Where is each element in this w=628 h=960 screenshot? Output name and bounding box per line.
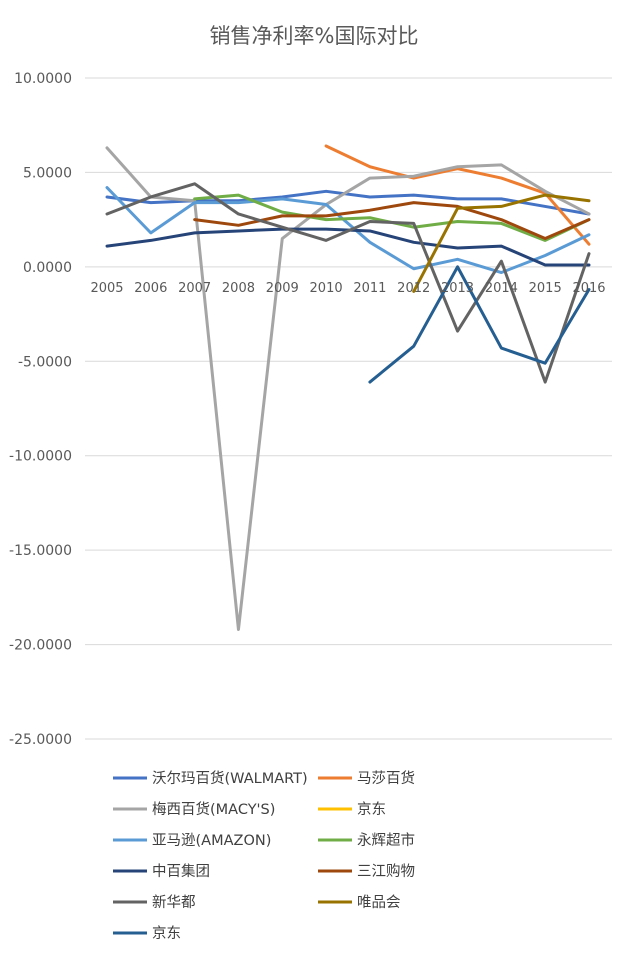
- x-tick-label: 2007: [178, 281, 211, 296]
- legend-item: 永辉超市: [318, 832, 415, 849]
- legend-label: 新华都: [152, 894, 196, 911]
- x-tick-label: 2011: [353, 281, 386, 296]
- x-tick-label: 2016: [572, 281, 605, 296]
- x-tick-label: 2010: [310, 281, 343, 296]
- x-tick-label: 2015: [529, 281, 562, 296]
- legend-item: 三江购物: [318, 863, 415, 880]
- series-line-4: [105, 186, 591, 275]
- series-line-1: [324, 144, 591, 246]
- y-tick-label: -15.0000: [9, 543, 72, 559]
- series-line-7: [193, 201, 591, 241]
- x-tick-label: 2009: [266, 281, 299, 296]
- x-tick-label: 2014: [485, 281, 518, 296]
- y-tick-label: 0.0000: [23, 260, 72, 276]
- series-line-8: [105, 182, 591, 384]
- x-tick-label: 2008: [222, 281, 255, 296]
- legend-item: 京东: [113, 925, 181, 942]
- legend-label: 马莎百货: [357, 770, 415, 787]
- legend-label: 沃尔玛百货(WALMART): [152, 770, 308, 787]
- x-tick-label: 2013: [441, 281, 474, 296]
- series-line-10: [368, 265, 591, 384]
- legend-label: 中百集团: [152, 863, 210, 880]
- y-tick-label: -10.0000: [9, 449, 72, 465]
- legend-item: 沃尔玛百货(WALMART): [113, 770, 308, 787]
- x-tick-label: 2005: [90, 281, 123, 296]
- y-tick-label: -20.0000: [9, 638, 72, 654]
- legend-label: 永辉超市: [357, 832, 415, 849]
- legend-label: 京东: [152, 925, 181, 942]
- grid-layer: [85, 77, 612, 740]
- legend-item: 新华都: [113, 894, 196, 911]
- x-tick-label: 2012: [397, 281, 430, 296]
- legend-label: 京东: [357, 801, 386, 818]
- y-tick-label: 10.0000: [14, 71, 72, 87]
- legend-item: 唯品会: [318, 894, 401, 911]
- series-layer: [105, 144, 591, 631]
- y-axis-ticks: 10.0000 5.0000 0.0000 -5.0000 -10.0000 -15.00…: [9, 71, 72, 748]
- series-line-6: [105, 227, 591, 267]
- legend-item: 马莎百货: [318, 770, 415, 787]
- legend-label: 唯品会: [357, 894, 401, 911]
- y-tick-label: -25.0000: [9, 732, 72, 748]
- series-line-9: [412, 193, 591, 293]
- legend-item: 梅西百货(MACY'S): [113, 801, 275, 818]
- y-tick-label: 5.0000: [23, 165, 72, 181]
- legend-item: 亚马逊(AMAZON): [113, 832, 271, 849]
- legend-label: 梅西百货(MACY'S): [152, 801, 275, 818]
- legend-label: 三江购物: [357, 863, 415, 880]
- legend-item: 京东: [318, 801, 386, 818]
- legend-item: 中百集团: [113, 863, 210, 880]
- x-axis-ticks: 2005 2006 2007 2008 2009 2010 2011 2012 2013 2014…: [90, 281, 605, 296]
- series-line-2: [105, 146, 591, 631]
- y-tick-label: -5.0000: [18, 354, 72, 370]
- chart-title: 销售净利率%国际对比: [210, 24, 419, 48]
- legend-label: 亚马逊(AMAZON): [152, 832, 271, 849]
- x-tick-label: 2006: [134, 281, 167, 296]
